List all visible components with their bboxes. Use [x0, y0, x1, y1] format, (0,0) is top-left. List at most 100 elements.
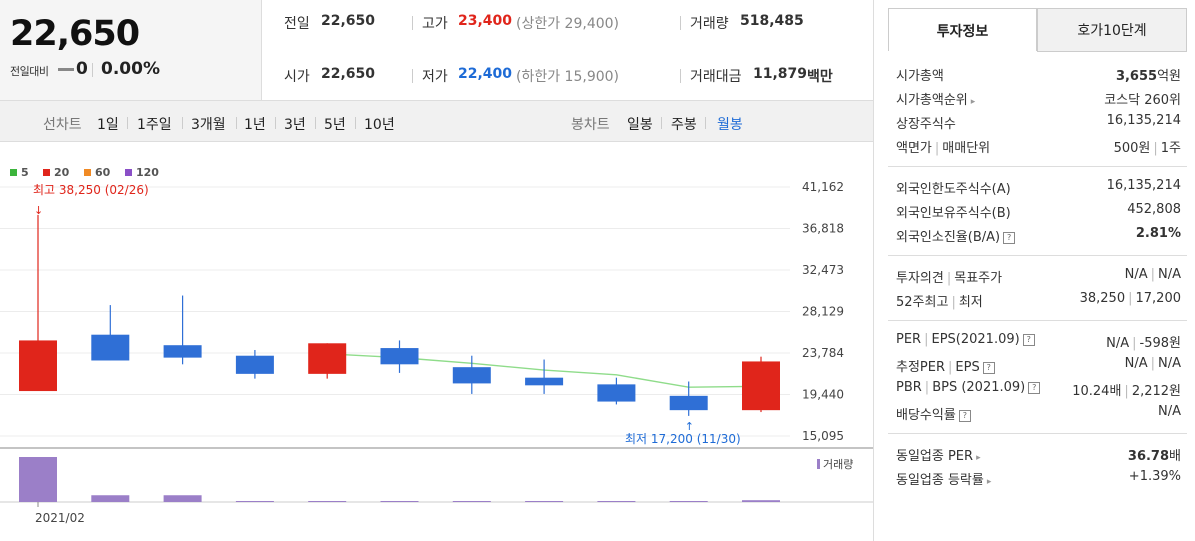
- y-tick-label: 15,095: [802, 429, 844, 443]
- legend-swatch: [10, 169, 17, 176]
- candle-body: [91, 334, 130, 361]
- line-chart-label: 선차트: [43, 117, 82, 133]
- dividend-value: N/A: [1158, 404, 1181, 419]
- divider: [412, 16, 413, 30]
- face-value-label: 액면가: [896, 141, 932, 156]
- sector-change-row[interactable]: 동일업종 등락률 ▸ +1.39%: [896, 469, 1181, 492]
- help-icon[interactable]: ?: [982, 361, 995, 374]
- y-tick-label: 19,440: [802, 388, 844, 402]
- divider: [355, 117, 356, 129]
- volume-bar: [669, 501, 708, 502]
- help-icon[interactable]: ?: [1028, 381, 1041, 394]
- foreign-hold-value: 452,808: [1127, 202, 1181, 217]
- volume-value: 518,485: [740, 13, 804, 29]
- chevron-right-icon: ▸: [986, 477, 992, 487]
- period-1d[interactable]: 1일: [97, 117, 119, 133]
- face-value-row: 액면가 | 매매단위 500원 | 1주: [896, 141, 1181, 156]
- per-label: PER: [896, 332, 922, 347]
- price-box: 22,650 전일대비 0 0.00%: [0, 0, 262, 101]
- diff-label: 전일대비: [10, 65, 49, 78]
- divider: [888, 320, 1187, 321]
- foreign-ratio-row: 외국인소진율(B/A)? 2.81%: [896, 226, 1181, 249]
- period-5y[interactable]: 5년: [324, 117, 346, 133]
- tab-order-book[interactable]: 호가10단계: [1037, 8, 1187, 52]
- arrow-down-icon: ↓: [34, 204, 43, 217]
- sector-per-value: 36.78: [1127, 449, 1170, 464]
- bps-value: 2,212원: [1131, 384, 1181, 399]
- candle-body: [308, 343, 347, 374]
- sector-change-label: 동일업종 등락률: [896, 473, 984, 488]
- est-per-row: 추정PER | EPS? N/A | N/A: [896, 356, 1181, 375]
- candle-monthly[interactable]: 월봉: [717, 117, 743, 133]
- help-icon[interactable]: ?: [1022, 333, 1035, 346]
- y-tick-label: 28,129: [802, 305, 844, 319]
- legend-label: 5: [21, 166, 29, 179]
- period-1y[interactable]: 1년: [244, 117, 266, 133]
- week52-low-value: 17,200: [1135, 291, 1182, 306]
- candle-body: [525, 377, 564, 386]
- sector-per-row[interactable]: 동일업종 PER ▸ 36.78배: [896, 445, 1181, 468]
- candle-body: [597, 384, 636, 402]
- period-3y[interactable]: 3년: [284, 117, 306, 133]
- divider: [182, 117, 183, 129]
- sector-per-label: 동일업종 PER: [896, 449, 974, 464]
- period-1w[interactable]: 1주일: [137, 117, 172, 133]
- period-10y[interactable]: 10년: [364, 117, 395, 133]
- pbr-value: 10.24배: [1072, 384, 1122, 399]
- volume-bar: [742, 500, 780, 502]
- volume-bar: [380, 501, 419, 502]
- market-cap-rank-label: 시가총액순위: [896, 93, 968, 108]
- est-per-label: 추정PER: [896, 360, 946, 375]
- chevron-right-icon: ▸: [970, 97, 976, 107]
- volume-label: 거래량: [690, 16, 729, 32]
- low-value: 22,400: [458, 66, 513, 82]
- candle-body: [163, 345, 202, 358]
- divider: [127, 117, 128, 129]
- legend-swatch: [125, 169, 132, 176]
- candle-body: [452, 367, 491, 384]
- volume-bar: [525, 501, 564, 502]
- tab-border-gap: [888, 51, 1037, 52]
- eps-value: -598원: [1139, 336, 1181, 351]
- lower-limit: (하한가 15,900): [516, 69, 620, 85]
- x-tick-label: 2021/02: [35, 511, 85, 525]
- market-cap-value: 3,655: [1115, 69, 1158, 84]
- diff-percent: 0.00%: [101, 59, 160, 79]
- flat-icon: [58, 68, 74, 71]
- price-info: 전일 22,650 고가 23,400 (상한가 29,400) 거래량 518…: [262, 0, 873, 101]
- market-cap-row: 시가총액 3,655억원: [896, 65, 1181, 88]
- tab-investment-info[interactable]: 투자정보: [888, 8, 1037, 52]
- per-row: PER | EPS(2021.09)? N/A | -598원: [896, 332, 1181, 351]
- volume-bar: [163, 495, 202, 502]
- foreign-hold-label: 외국인보유주식수(B): [896, 206, 1011, 221]
- market-cap-rank-value: 코스닥 260위: [1104, 93, 1181, 108]
- market-cap-rank-row[interactable]: 시가총액순위 ▸ 코스닥 260위: [896, 89, 1181, 112]
- week52-row: 52주최고 | 최저 38,250 | 17,200: [896, 291, 1182, 310]
- legend-label: 120: [136, 166, 159, 179]
- chart-grid: 41,162 36,818 32,473 28,129 23,784 19,440 15,0…: [0, 180, 844, 443]
- pbr-row: PBR | BPS (2021.09)? 10.24배 | 2,212원: [896, 380, 1181, 399]
- divider: [888, 166, 1187, 167]
- candles: [19, 214, 780, 416]
- volume-bar: [452, 501, 491, 502]
- tab-border: [888, 51, 1187, 52]
- legend-label: 60: [95, 166, 111, 179]
- est-eps-label: EPS: [955, 360, 980, 375]
- help-icon[interactable]: ?: [958, 409, 971, 422]
- price-chart[interactable]: 5 20 60 120 41,162 36,818 32,473 28,129 23,784 1…: [0, 142, 873, 541]
- open-value: 22,650: [321, 66, 376, 82]
- help-icon[interactable]: ?: [1003, 231, 1016, 244]
- dividend-row: 배당수익률? N/A: [896, 404, 1181, 427]
- candle-weekly[interactable]: 주봉: [671, 117, 697, 133]
- candle-body: [19, 340, 57, 392]
- divider: [680, 16, 681, 30]
- opinion-value: N/A: [1124, 267, 1148, 282]
- candle-daily[interactable]: 일봉: [627, 117, 653, 133]
- volume-bars: 거래량 2021/02: [0, 447, 873, 525]
- ma-legend: 5 20 60 120: [10, 166, 159, 179]
- period-3m[interactable]: 3개월: [191, 117, 226, 133]
- amount-label: 거래대금: [690, 69, 742, 85]
- y-tick-label: 32,473: [802, 263, 844, 277]
- opinion-row: 투자의견 | 목표주가 N/A | N/A: [896, 267, 1181, 286]
- week52-high-label: 52주최고: [896, 295, 949, 310]
